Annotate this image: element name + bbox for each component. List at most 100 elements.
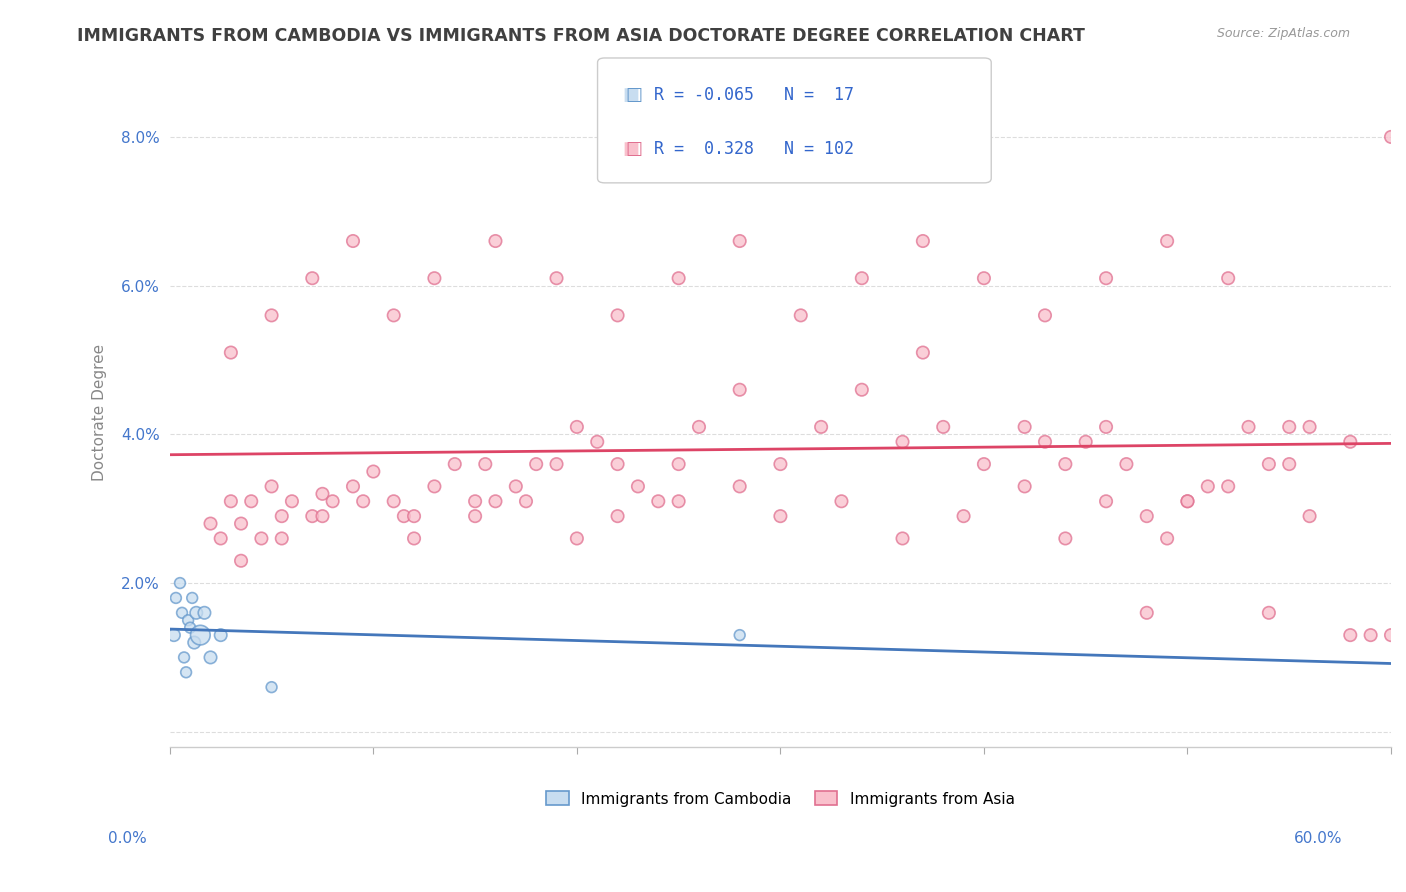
Point (1257, 457, 1279, 471)
Point (1339, 628, 1361, 642)
Point (851, 271, 873, 285)
Point (728, 479, 751, 493)
Point (352, 494, 374, 508)
Text: IMMIGRANTS FROM CAMBODIA VS IMMIGRANTS FROM ASIA DOCTORATE DEGREE CORRELATION CH: IMMIGRANTS FROM CAMBODIA VS IMMIGRANTS F… (77, 27, 1085, 45)
Point (311, 509, 333, 524)
Text: □: □ (626, 86, 643, 103)
Text: R = -0.065   N =  17: R = -0.065 N = 17 (654, 86, 853, 103)
Point (952, 509, 974, 524)
Point (1278, 420, 1301, 434)
Point (240, 494, 263, 508)
Point (281, 494, 304, 508)
Point (301, 271, 323, 285)
Point (668, 271, 690, 285)
Point (165, 591, 187, 605)
Point (260, 680, 283, 694)
Point (181, 591, 204, 605)
Point (769, 509, 792, 524)
Point (1156, 532, 1178, 546)
Point (1054, 532, 1077, 546)
Point (200, 650, 222, 665)
Point (219, 345, 242, 359)
Point (932, 420, 955, 434)
Point (174, 665, 197, 680)
Point (209, 628, 232, 642)
Point (250, 532, 273, 546)
Point (1379, 628, 1402, 642)
Point (186, 606, 208, 620)
Point (392, 509, 415, 524)
Point (163, 628, 186, 642)
Point (464, 509, 486, 524)
Point (423, 479, 446, 493)
Point (169, 576, 191, 591)
Point (193, 606, 215, 620)
Point (464, 494, 486, 508)
Point (1218, 271, 1240, 285)
Point (260, 479, 283, 493)
Point (1298, 509, 1320, 524)
Point (1136, 509, 1159, 524)
Point (301, 509, 323, 524)
Point (728, 383, 751, 397)
Text: R =  0.328   N = 102: R = 0.328 N = 102 (654, 140, 853, 159)
Legend: Immigrants from Cambodia, Immigrants from Asia: Immigrants from Cambodia, Immigrants fro… (540, 785, 1021, 813)
Point (1136, 606, 1159, 620)
Point (606, 457, 628, 471)
Point (1014, 420, 1036, 434)
Point (1379, 130, 1402, 145)
Point (606, 309, 628, 323)
Point (1014, 479, 1036, 493)
Point (1237, 420, 1260, 434)
Point (728, 234, 751, 248)
Point (810, 420, 832, 434)
Point (200, 516, 222, 531)
Point (515, 494, 537, 508)
Point (1074, 434, 1097, 449)
Point (1095, 494, 1118, 508)
Point (423, 271, 446, 285)
Point (586, 434, 609, 449)
Point (1115, 457, 1137, 471)
Point (183, 635, 205, 649)
Point (402, 532, 425, 546)
Point (769, 457, 792, 471)
Point (1177, 494, 1199, 508)
Point (546, 457, 568, 471)
Point (173, 650, 195, 665)
Point (443, 457, 465, 471)
Point (270, 509, 292, 524)
Point (484, 494, 506, 508)
Point (973, 271, 995, 285)
Point (1197, 479, 1219, 493)
Point (382, 309, 405, 323)
Point (311, 487, 333, 501)
Point (1218, 479, 1240, 493)
Point (505, 479, 527, 493)
Point (1033, 309, 1056, 323)
Point (1095, 420, 1118, 434)
Point (402, 509, 425, 524)
Point (524, 457, 547, 471)
Point (322, 494, 344, 508)
Point (170, 606, 193, 620)
Point (565, 532, 588, 546)
Point (1177, 494, 1199, 508)
Point (688, 420, 710, 434)
Point (891, 434, 914, 449)
Point (229, 554, 252, 568)
Point (565, 420, 588, 434)
Point (177, 613, 200, 627)
Point (1156, 234, 1178, 248)
Point (1298, 420, 1320, 434)
Point (851, 383, 873, 397)
Point (911, 345, 934, 359)
Point (1278, 457, 1301, 471)
Point (382, 494, 405, 508)
Point (1033, 434, 1056, 449)
Point (647, 494, 669, 508)
Point (668, 457, 690, 471)
Point (1257, 606, 1279, 620)
Point (891, 532, 914, 546)
Point (606, 509, 628, 524)
